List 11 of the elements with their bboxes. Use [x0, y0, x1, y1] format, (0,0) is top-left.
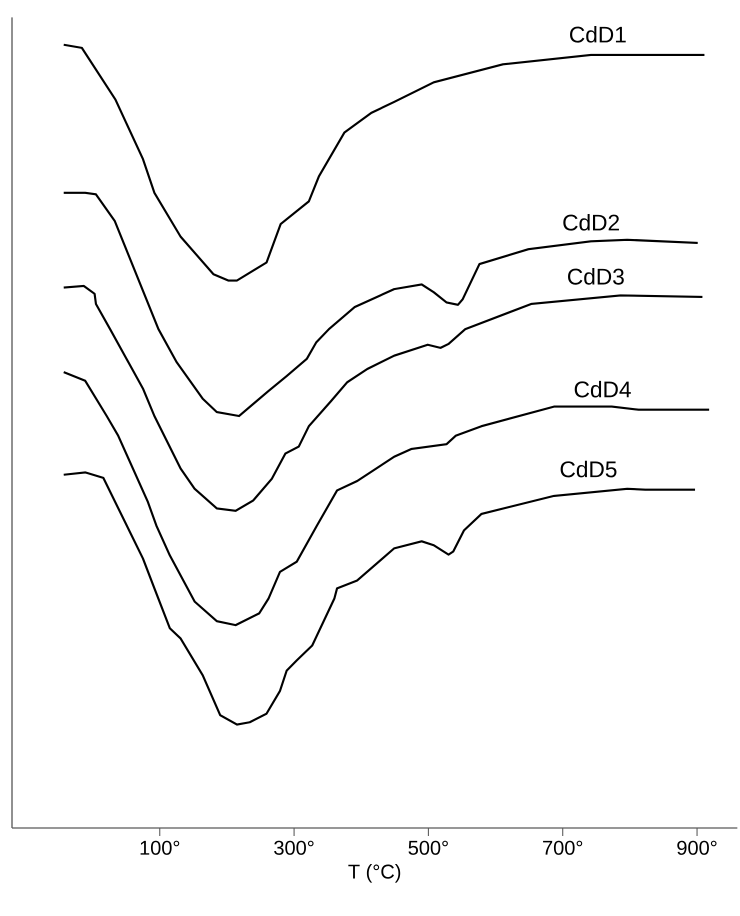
x-tick-label: 300°	[274, 840, 314, 855]
series-label: CdD2	[563, 214, 619, 231]
series-label: CdD3	[568, 268, 624, 285]
x-tick-label: 700°	[543, 840, 582, 855]
x-tick-label: 900°	[677, 840, 717, 855]
x-axis-title: T (°C)	[348, 864, 400, 883]
series-label: CdD1	[570, 26, 626, 43]
series-label: CdD5	[560, 460, 616, 478]
x-tick-label: 100°	[140, 840, 180, 855]
x-tick-label: 500°	[408, 840, 448, 855]
series-label: CdD4	[574, 380, 631, 398]
